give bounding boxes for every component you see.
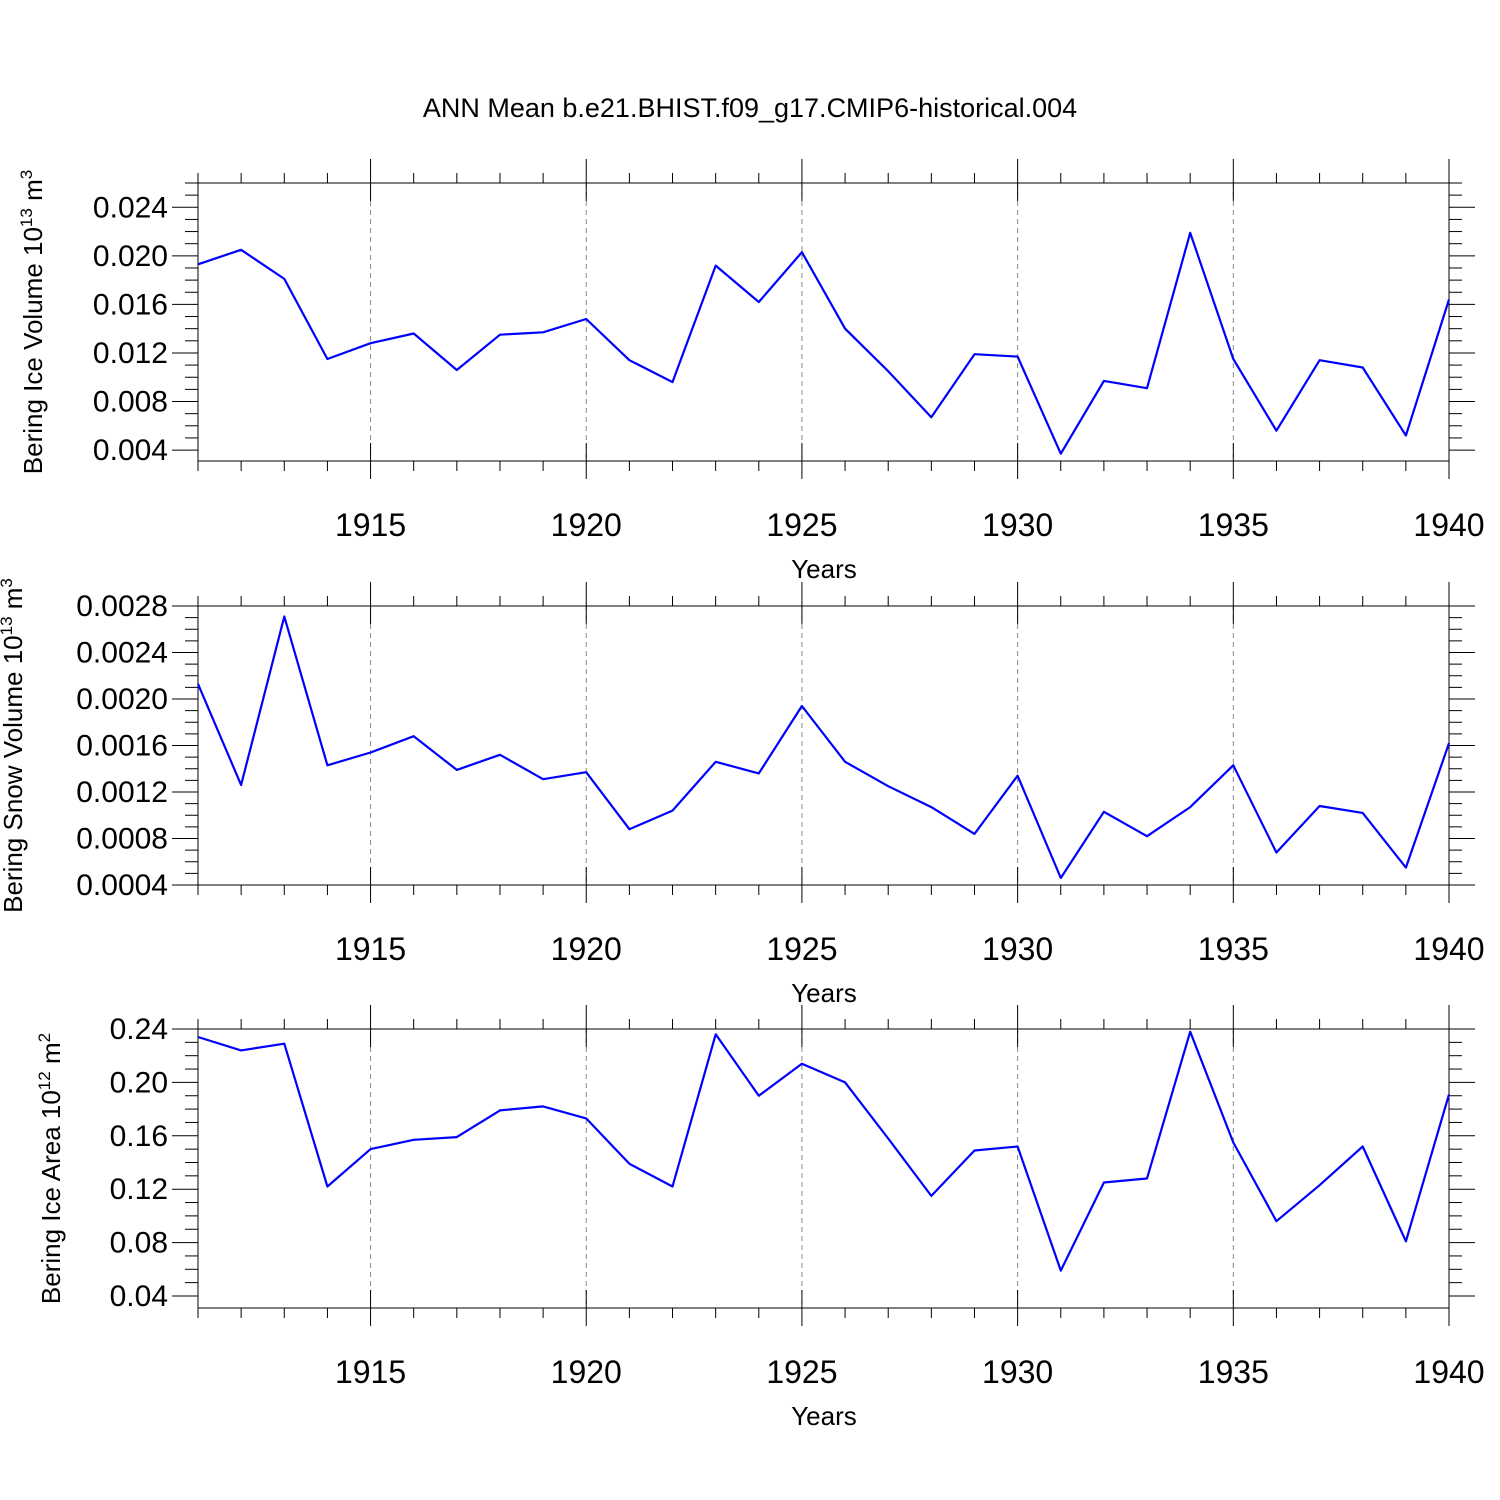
x-tick-label: 1935 — [1198, 931, 1269, 967]
y-axis-label: Bering Snow Volume 1013 m3 — [0, 578, 28, 913]
y-tick-label: 0.012 — [93, 337, 168, 370]
y-tick-label: 0.12 — [110, 1173, 168, 1206]
x-tick-label: 1930 — [982, 931, 1053, 967]
y-tick-label: 0.24 — [110, 1013, 168, 1046]
x-tick-label: 1915 — [335, 931, 406, 967]
chart-panel-2: 0.0004 0.0008 0.0012 0.0016 0.0020 0.0024 0.00… — [0, 578, 1485, 1008]
x-tick-label: 1935 — [1198, 507, 1269, 543]
y-tick-label: 0.04 — [110, 1280, 168, 1313]
y-tick-label: 0.0008 — [76, 823, 168, 856]
x-tick-label: 1930 — [982, 507, 1053, 543]
x-axis-label: Years — [791, 554, 857, 584]
series-line — [197, 231, 1451, 455]
x-tick-label: 1930 — [982, 1354, 1053, 1390]
y-tick-label: 0.016 — [93, 288, 168, 321]
x-axis-label: Years — [791, 1401, 857, 1431]
x-tick-label: 1915 — [335, 1354, 406, 1390]
chart-title: ANN Mean b.e21.BHIST.f09_g17.CMIP6-histo… — [423, 93, 1077, 123]
x-tick-label: 1940 — [1413, 931, 1484, 967]
y-axis-label: Bering Ice Area 1012 m2 — [35, 1033, 66, 1304]
y-tick-label: 0.024 — [93, 191, 168, 224]
x-tick-label: 1940 — [1413, 507, 1484, 543]
x-tick-label: 1920 — [551, 1354, 622, 1390]
plot-frame — [197, 1028, 1450, 1309]
series-line — [197, 1030, 1451, 1272]
y-axis-label: Bering Ice Volume 1013 m3 — [17, 170, 48, 474]
x-tick-label: 1925 — [766, 507, 837, 543]
plot-frame — [197, 605, 1450, 886]
y-tick-label: 0.0024 — [76, 637, 168, 670]
x-tick-label: 1920 — [551, 507, 622, 543]
x-axis-label: Years — [791, 978, 857, 1008]
y-tick-label: 0.020 — [93, 240, 168, 273]
y-tick-label: 0.0004 — [76, 869, 168, 902]
y-tick-label: 0.0012 — [76, 776, 168, 809]
chart-panel-1: 0.004 0.008 0.012 0.016 0.020 0.024 1915 1920 19… — [17, 159, 1485, 584]
x-tick-label: 1925 — [766, 931, 837, 967]
y-tick-label: 0.0020 — [76, 683, 168, 716]
y-tick-label: 0.0016 — [76, 730, 168, 763]
x-tick-label: 1920 — [551, 931, 622, 967]
y-tick-label: 0.08 — [110, 1227, 168, 1260]
x-tick-label: 1940 — [1413, 1354, 1484, 1390]
x-tick-label: 1935 — [1198, 1354, 1269, 1390]
y-tick-label: 0.20 — [110, 1066, 168, 1099]
chart-panel-3: 0.04 0.08 0.12 0.16 0.20 0.24 1915 1920 1925 1930… — [35, 1005, 1485, 1431]
y-tick-label: 0.16 — [110, 1120, 168, 1153]
y-tick-label: 0.008 — [93, 386, 168, 419]
x-tick-label: 1925 — [766, 1354, 837, 1390]
series-line — [196, 615, 1451, 880]
y-tick-label: 0.0028 — [76, 590, 168, 623]
x-tick-label: 1915 — [335, 507, 406, 543]
plot-frame — [197, 182, 1450, 462]
y-tick-label: 0.004 — [93, 434, 168, 467]
